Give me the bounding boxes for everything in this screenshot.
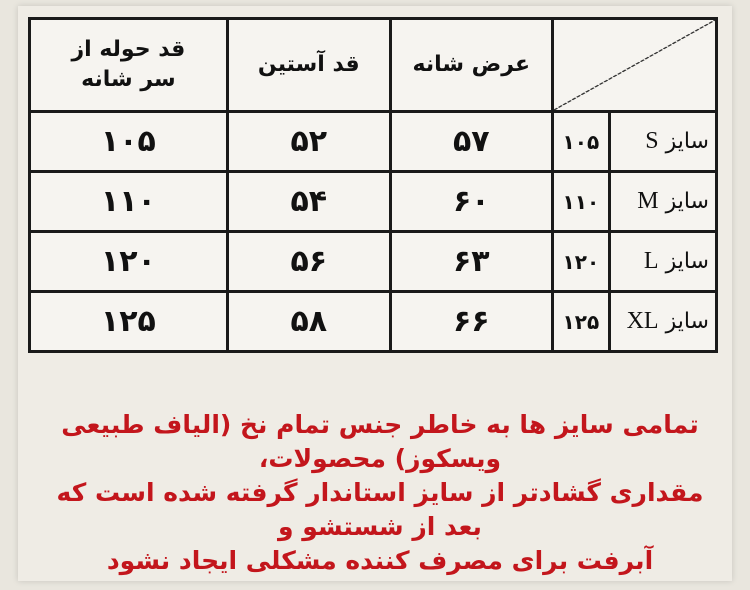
- note-line: تمامی سایز ها به خاطر جنس تمام نخ (الیاف…: [61, 410, 699, 473]
- towel-length-cell: ۱۰۵: [28, 110, 229, 173]
- diagonal-line: [553, 20, 715, 110]
- size-letter: M: [637, 188, 659, 214]
- size-letter: XL: [626, 308, 659, 334]
- shoulder-width-cell: ۶۰: [388, 170, 554, 233]
- size-letter: S: [645, 128, 659, 154]
- size-label-cell: سایز S: [607, 110, 719, 173]
- size-table: قد حوله از سر شانه قد آستین عرض شانه ۱۰۵…: [28, 17, 719, 353]
- sleeve-length-cell: ۵۲: [225, 110, 392, 173]
- shoulder-width-cell: ۶۶: [388, 290, 554, 353]
- size-label-cell: سایز M: [607, 170, 719, 233]
- header-row: قد حوله از سر شانه قد آستین عرض شانه: [28, 17, 719, 113]
- shoulder-width-cell: ۶۳: [388, 230, 554, 293]
- towel-length-cell: ۱۲۵: [28, 290, 229, 353]
- shoulder-width-cell: ۵۷: [388, 110, 554, 173]
- size-word: سایز: [665, 129, 709, 154]
- header-shoulder-width: عرض شانه: [388, 17, 554, 113]
- table-row: ۱۰۵ ۵۲ ۵۷ ۱۰۵ سایز S: [28, 110, 719, 173]
- sleeve-length-cell: ۵۸: [225, 290, 392, 353]
- table-row: ۱۲۵ ۵۸ ۶۶ ۱۲۵ سایز XL: [28, 290, 719, 353]
- towel-length-cell: ۱۲۰: [28, 230, 229, 293]
- sleeve-length-cell: ۵۶: [225, 230, 392, 293]
- size-label-cell: سایز XL: [607, 290, 719, 353]
- note-line: مقداری گشادتر از سایز استاندار گرفته شده…: [56, 478, 704, 541]
- size-word: سایز: [665, 249, 709, 274]
- size-letter: L: [643, 248, 659, 274]
- towel-length-cell: ۱۱۰: [28, 170, 229, 233]
- size-code-cell: ۱۲۵: [550, 290, 611, 353]
- size-code-cell: ۱۱۰: [550, 170, 611, 233]
- header-sleeve-length: قد آستین: [225, 17, 392, 113]
- size-word: سایز: [665, 189, 709, 214]
- table-row: ۱۲۰ ۵۶ ۶۳ ۱۲۰ سایز L: [28, 230, 719, 293]
- size-code-cell: ۱۲۰: [550, 230, 611, 293]
- size-word: سایز: [665, 309, 709, 334]
- header-towel-length: قد حوله از سر شانه: [28, 17, 229, 113]
- sleeve-length-cell: ۵۴: [225, 170, 392, 233]
- fabric-note: تمامی سایز ها به خاطر جنس تمام نخ (الیاف…: [40, 408, 720, 578]
- size-label-cell: سایز L: [607, 230, 719, 293]
- table-row: ۱۱۰ ۵۴ ۶۰ ۱۱۰ سایز M: [28, 170, 719, 233]
- header-diagonal-cell: [550, 17, 719, 113]
- size-code-cell: ۱۰۵: [550, 110, 611, 173]
- note-line: آبرفت برای مصرف کننده مشکلی ایجاد نشود: [106, 546, 654, 575]
